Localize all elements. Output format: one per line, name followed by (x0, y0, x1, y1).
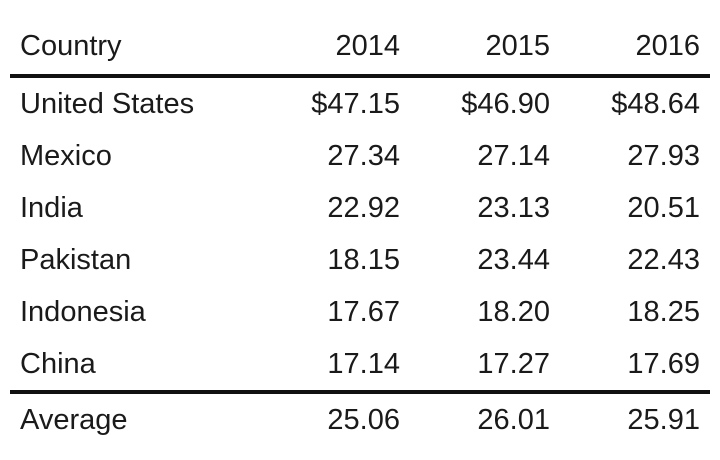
data-table: Country 2014 2015 2016 United States $47… (10, 18, 710, 446)
value-cell: $46.90 (461, 88, 550, 120)
value-cell: 17.14 (327, 348, 400, 380)
value-cell: 18.15 (327, 244, 400, 276)
table-row: United States $47.15 $46.90 $48.64 (10, 78, 710, 130)
value-cell: 27.14 (477, 140, 550, 172)
table-header-row: Country 2014 2015 2016 (10, 18, 710, 74)
header-2015: 2015 (485, 30, 550, 62)
value-cell: 17.67 (327, 296, 400, 328)
value-cell: 18.20 (477, 296, 550, 328)
table-row: Indonesia 17.67 18.20 18.25 (10, 286, 710, 338)
value-cell: 22.92 (327, 192, 400, 224)
table-row: India 22.92 23.13 20.51 (10, 182, 710, 234)
value-cell: 27.93 (627, 140, 700, 172)
value-cell: 17.69 (627, 348, 700, 380)
table-footer: Average 25.06 26.01 25.91 (10, 394, 710, 446)
value-cell: 20.51 (627, 192, 700, 224)
table-row: Mexico 27.34 27.14 27.93 (10, 130, 710, 182)
average-label: Average (20, 404, 128, 436)
table-body: United States $47.15 $46.90 $48.64 Mexic… (10, 78, 710, 390)
header-country: Country (20, 30, 122, 62)
table-row: Pakistan 18.15 23.44 22.43 (10, 234, 710, 286)
average-2014: 25.06 (327, 404, 400, 436)
header-rule (10, 74, 710, 78)
value-cell: 17.27 (477, 348, 550, 380)
average-row: Average 25.06 26.01 25.91 (10, 394, 710, 446)
country-cell: United States (20, 88, 195, 120)
country-cell: Indonesia (20, 296, 146, 328)
value-cell: 27.34 (327, 140, 400, 172)
header-2016: 2016 (635, 30, 700, 62)
average-2015: 26.01 (477, 404, 550, 436)
value-cell: 22.43 (627, 244, 700, 276)
value-cell: $47.15 (311, 88, 400, 120)
country-cell: Pakistan (20, 244, 132, 276)
table-row: China 17.14 17.27 17.69 (10, 338, 710, 390)
value-cell: 18.25 (627, 296, 700, 328)
value-cell: $48.64 (611, 88, 700, 120)
value-cell: 23.44 (477, 244, 550, 276)
country-cell: China (20, 348, 96, 380)
country-cell: India (20, 192, 83, 224)
country-cell: Mexico (20, 140, 112, 172)
value-cell: 23.13 (477, 192, 550, 224)
average-2016: 25.91 (627, 404, 700, 436)
header-2014: 2014 (335, 30, 400, 62)
footer-rule (10, 390, 710, 394)
